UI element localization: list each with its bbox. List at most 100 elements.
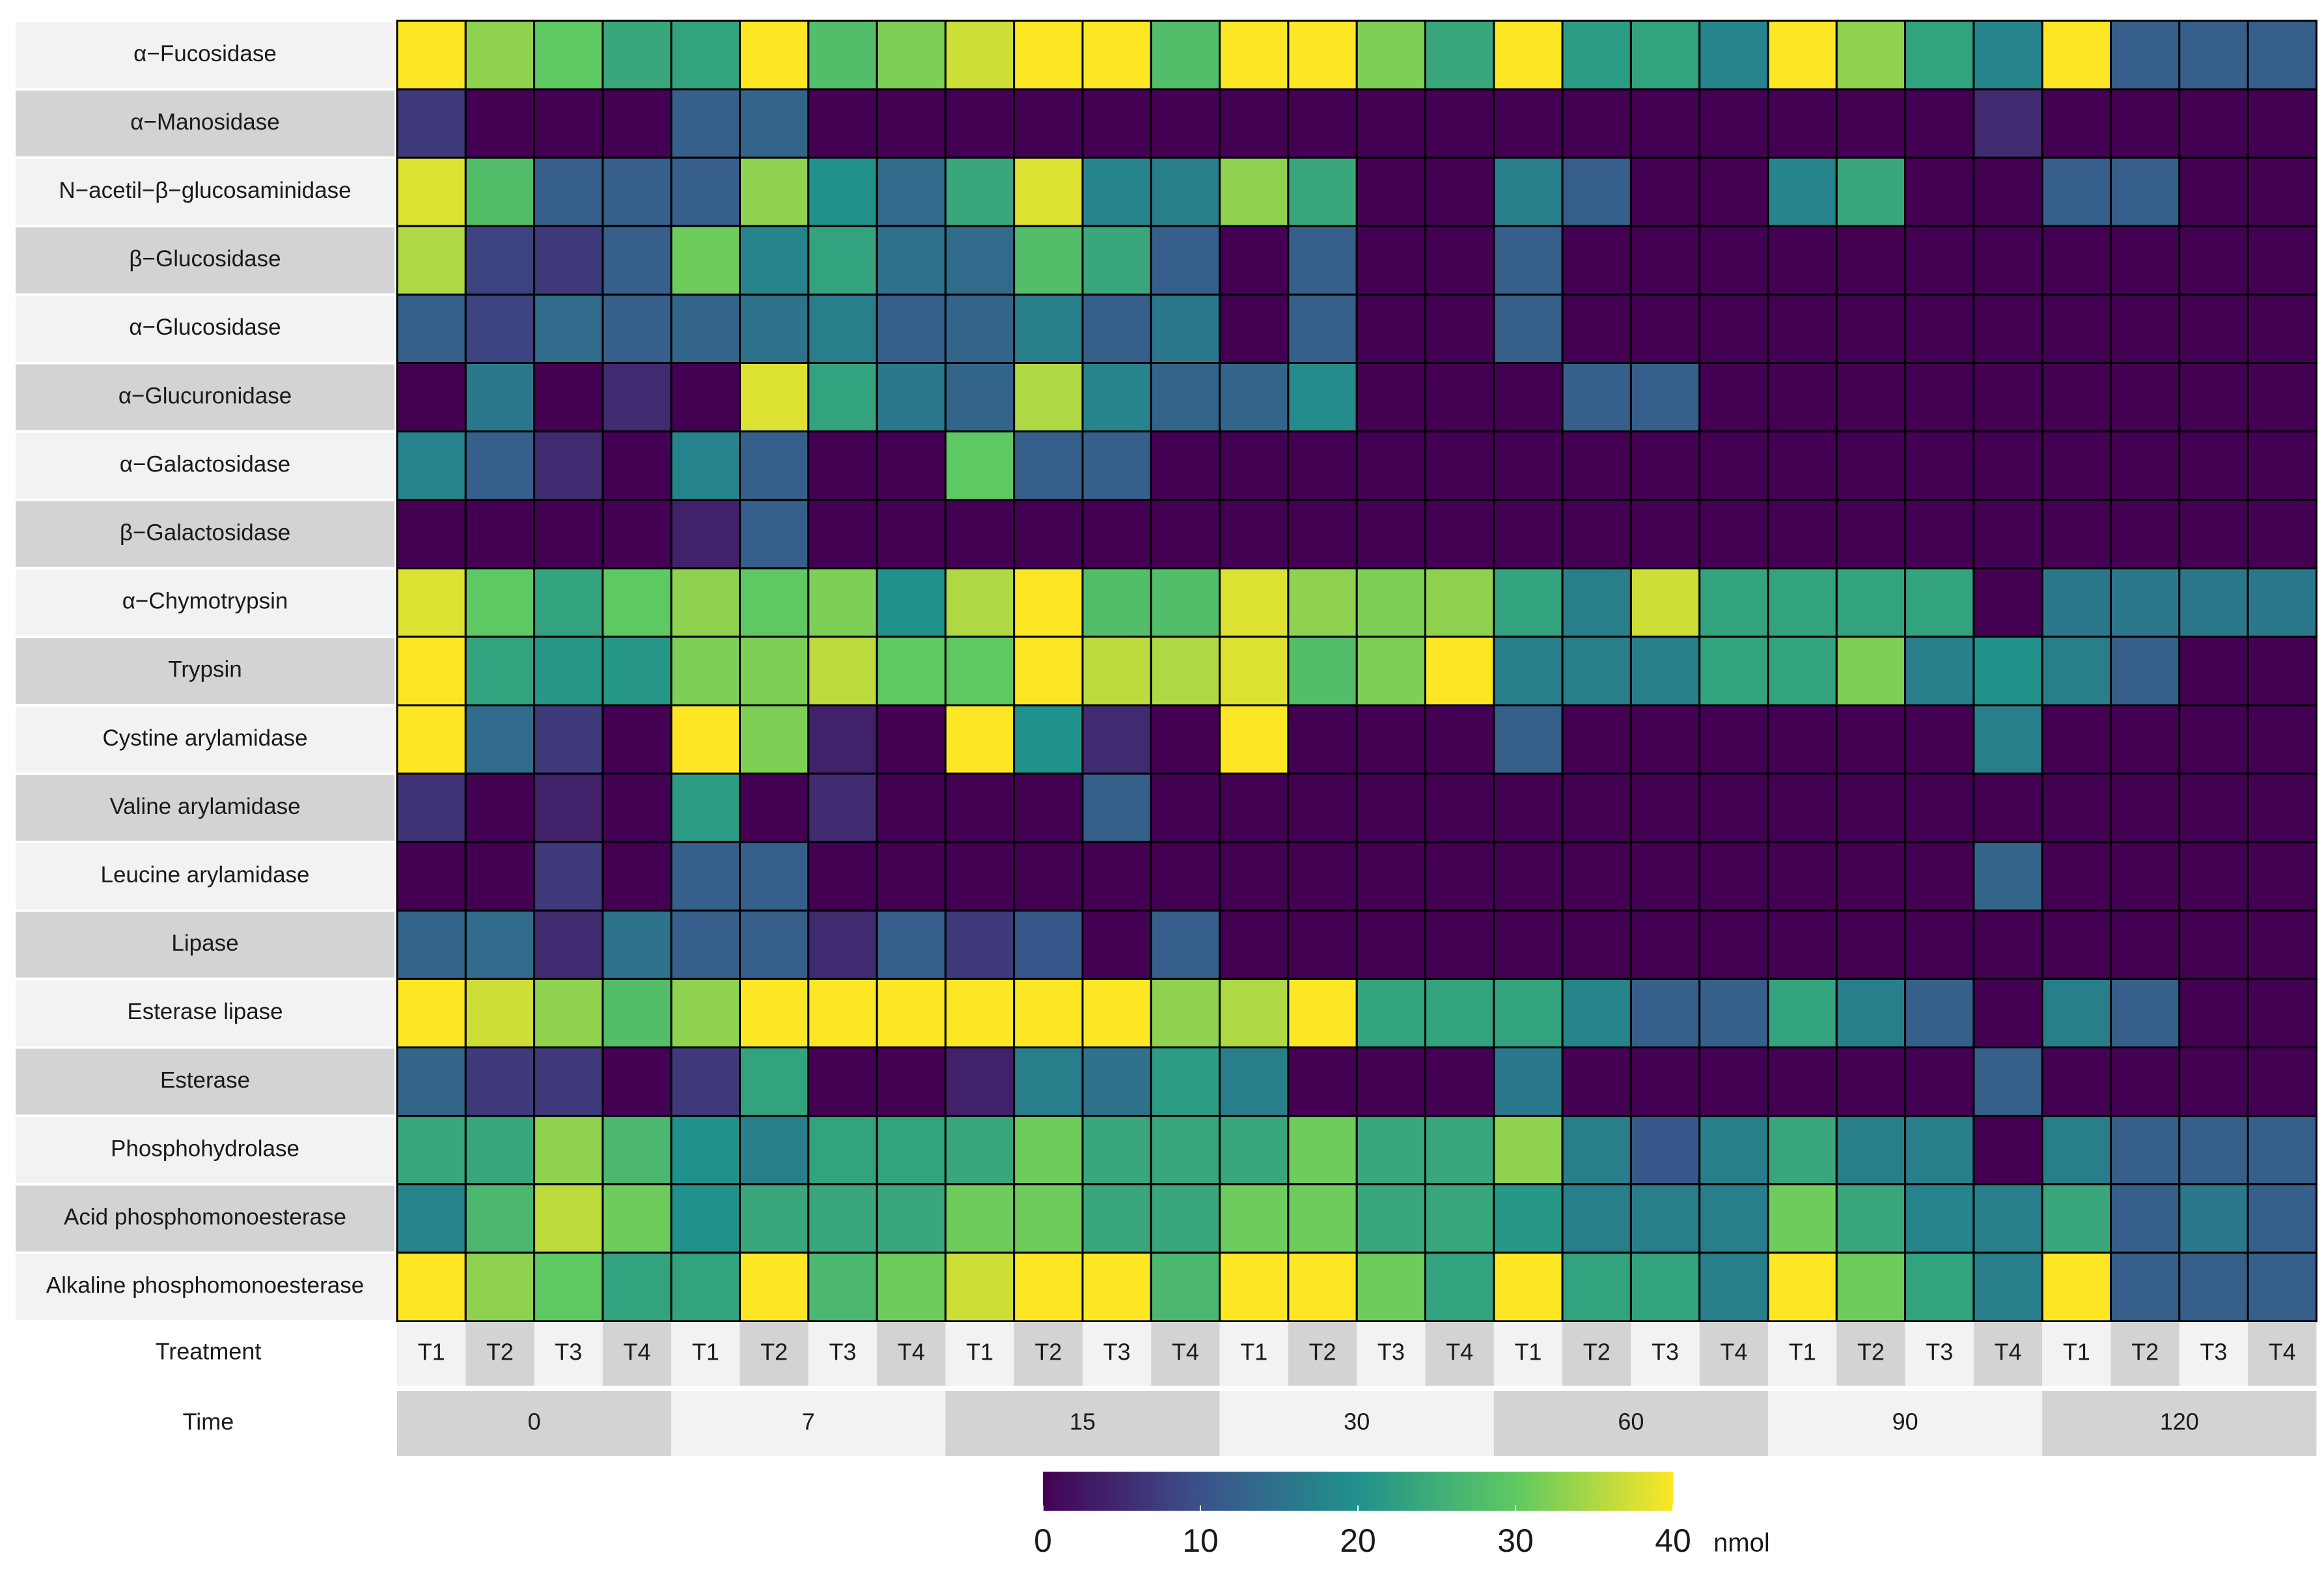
heatmap-cell (1904, 909, 1975, 980)
heatmap-cell (464, 977, 536, 1049)
heatmap-cell (2247, 88, 2317, 159)
heatmap-cell (396, 636, 467, 707)
heatmap-cell (1081, 636, 1152, 707)
heatmap-cell (1013, 636, 1084, 707)
heatmap-cell (670, 977, 741, 1049)
heatmap-cell (876, 293, 947, 364)
time-cell-background (1493, 1391, 1768, 1456)
heatmap-cell (1219, 841, 1290, 912)
heatmap-cell (533, 1252, 604, 1323)
heatmap-cell (1493, 977, 1564, 1049)
heatmap-cell (1150, 293, 1221, 364)
heatmap-cell (533, 567, 604, 638)
heatmap-cell (533, 362, 604, 433)
heatmap-cell (1835, 1115, 1907, 1186)
heatmap-cell (2110, 293, 2181, 364)
heatmap-cell (1561, 499, 1632, 570)
heatmap-cell (1219, 567, 1290, 638)
heatmap-cell (396, 156, 467, 227)
heatmap-cell (1835, 977, 1907, 1049)
heatmap-cell (464, 704, 536, 775)
heatmap-cell (670, 704, 741, 775)
heatmap-cell (1150, 499, 1221, 570)
row-label-background (16, 1117, 394, 1183)
heatmap-cell (1561, 1183, 1632, 1254)
heatmap-cell (2178, 841, 2249, 912)
heatmap-cell (1219, 430, 1290, 501)
heatmap-cell (1904, 1183, 1975, 1254)
heatmap-cell (1150, 430, 1221, 501)
treatment-cell-background (740, 1322, 809, 1386)
heatmap-cell (1835, 1183, 1907, 1254)
heatmap-cell (2110, 567, 2181, 638)
heatmap-cell (944, 977, 1016, 1049)
heatmap-cell (1904, 841, 1975, 912)
heatmap-cell (1424, 1252, 1495, 1323)
heatmap-cell (1561, 704, 1632, 775)
heatmap-cell (670, 1183, 741, 1254)
heatmap-cell (1767, 841, 1838, 912)
heatmap-cell (464, 909, 536, 980)
heatmap-cell (602, 909, 672, 980)
heatmap-cell (2041, 1115, 2112, 1186)
row-label-background (16, 569, 394, 636)
heatmap-cell (1150, 977, 1221, 1049)
heatmap-cell (1219, 977, 1290, 1049)
heatmap-cell (1081, 1046, 1152, 1117)
heatmap-cell (2041, 156, 2112, 227)
heatmap-cell (1081, 156, 1152, 227)
heatmap-cell (1424, 567, 1495, 638)
heatmap-cell (2041, 772, 2112, 843)
heatmap-cell (464, 156, 536, 227)
heatmap-cell (1081, 977, 1152, 1049)
heatmap-cell (1150, 1115, 1221, 1186)
treatment-tick-label: T1 (418, 1339, 445, 1366)
treatment-cell-background (534, 1322, 603, 1386)
time-cell-background (945, 1391, 1220, 1456)
heatmap-cell (876, 225, 947, 296)
treatment-tick-label: T2 (1857, 1339, 1885, 1366)
heatmap-cell (807, 88, 878, 159)
heatmap-cell (1767, 499, 1838, 570)
heatmap-cell (1081, 88, 1152, 159)
heatmap-cell (807, 636, 878, 707)
heatmap-cell (1150, 567, 1221, 638)
row-label-background (16, 843, 394, 910)
heatmap-cell (2110, 156, 2181, 227)
heatmap-cell (1081, 20, 1152, 91)
heatmap-cell (807, 293, 878, 364)
row-label: Trypsin (168, 657, 242, 682)
treatment-tick-label: T3 (1103, 1339, 1131, 1366)
heatmap-cell (1767, 1183, 1838, 1254)
treatment-cell-background (1425, 1322, 1494, 1386)
heatmap-cell (533, 1183, 604, 1254)
heatmap-cell (739, 1252, 810, 1323)
heatmap-cell (1835, 1252, 1907, 1323)
heatmap-cell (464, 293, 536, 364)
heatmap-cell (1013, 567, 1084, 638)
treatment-time-axes: Treatment Time T1 T2 T3 T4 T1 T2 T3 T4 T1 T2 T3 T4 T… (156, 1322, 2317, 1456)
heatmap-cell (2178, 636, 2249, 707)
heatmap-cell (1424, 909, 1495, 980)
treatment-cell-background (1631, 1322, 1700, 1386)
treatment-tick-label: T4 (624, 1339, 651, 1366)
heatmap-cell (1698, 430, 1769, 501)
heatmap-cell (876, 567, 947, 638)
heatmap-cell (1355, 499, 1426, 570)
heatmap-cell (1081, 293, 1152, 364)
heatmap-cell (1424, 293, 1495, 364)
treatment-tick-label: T3 (829, 1339, 856, 1366)
heatmap-cell (396, 909, 467, 980)
heatmap-cell (1767, 20, 1838, 91)
heatmap-cell (602, 1046, 672, 1117)
heatmap-cell (1698, 499, 1769, 570)
heatmap-cell (2178, 977, 2249, 1049)
heatmap-cell (1287, 1183, 1358, 1254)
treatment-tick-label: T4 (898, 1339, 925, 1366)
heatmap-cell (1493, 88, 1564, 159)
time-cell-background (671, 1391, 946, 1456)
heatmap-cell (2247, 1115, 2317, 1186)
heatmap-cell (2110, 430, 2181, 501)
heatmap-cell (602, 636, 672, 707)
heatmap-cell (1629, 977, 1701, 1049)
